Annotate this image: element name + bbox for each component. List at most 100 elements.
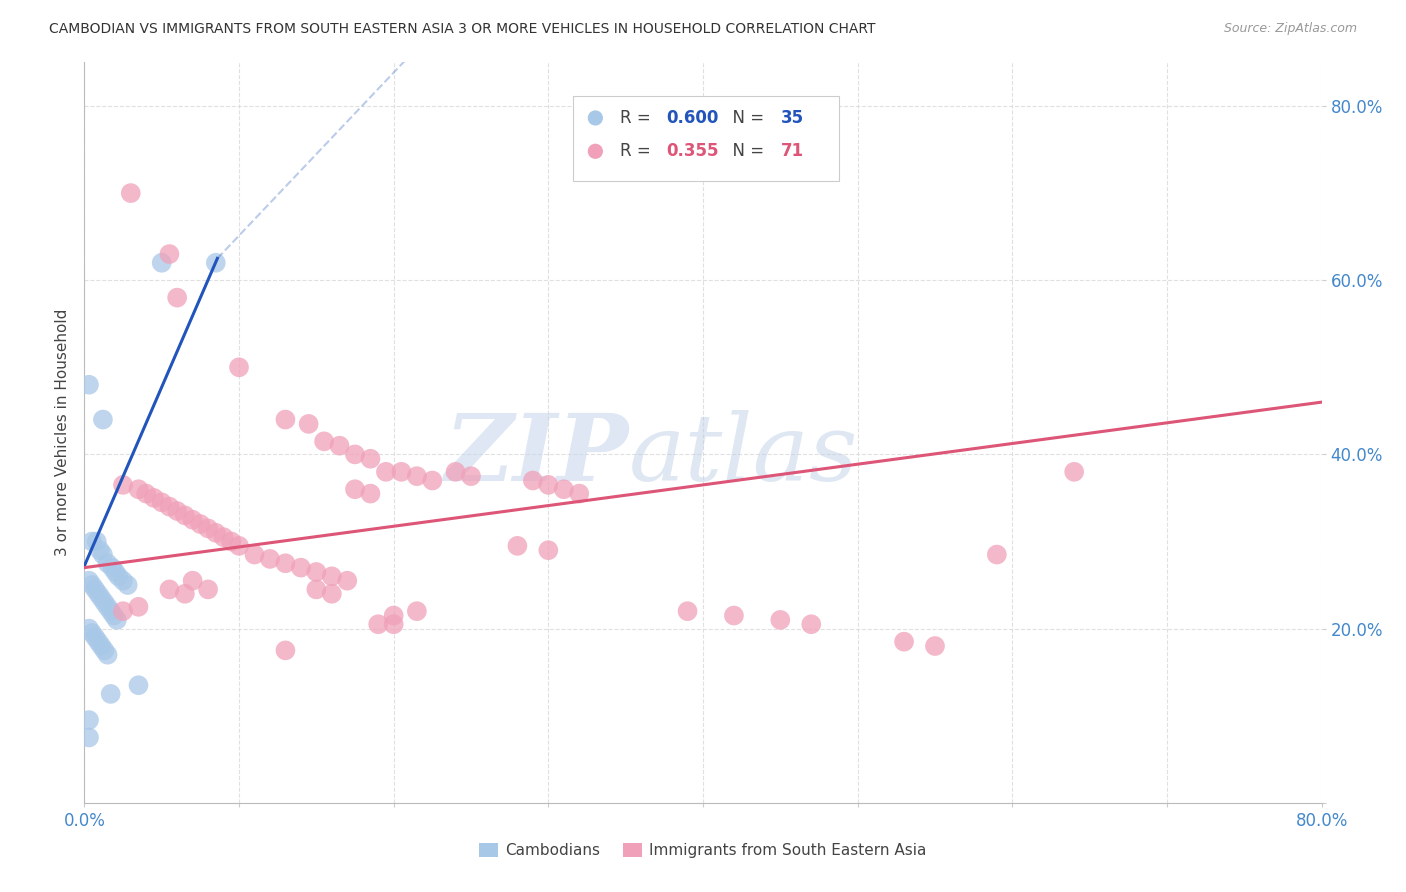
Point bbox=[150, 256, 173, 270]
Point bbox=[135, 486, 157, 500]
Point bbox=[77, 622, 100, 636]
Point bbox=[537, 478, 560, 492]
Y-axis label: 3 or more Vehicles in Household: 3 or more Vehicles in Household bbox=[55, 309, 70, 557]
Point bbox=[1063, 465, 1085, 479]
Point bbox=[367, 617, 389, 632]
Point bbox=[205, 256, 228, 270]
Point bbox=[87, 634, 110, 648]
Point bbox=[343, 447, 366, 461]
Point bbox=[127, 599, 149, 614]
Point bbox=[343, 482, 366, 496]
Point bbox=[112, 604, 135, 618]
Point bbox=[405, 469, 427, 483]
Point bbox=[84, 630, 107, 644]
Point bbox=[422, 474, 444, 488]
Point bbox=[103, 608, 125, 623]
Text: 35: 35 bbox=[780, 109, 804, 127]
Point bbox=[360, 486, 382, 500]
Point bbox=[212, 530, 235, 544]
Point bbox=[87, 587, 110, 601]
Point bbox=[96, 648, 118, 662]
Point bbox=[93, 595, 115, 609]
Point bbox=[274, 412, 297, 426]
Point bbox=[382, 608, 405, 623]
Point bbox=[86, 534, 108, 549]
Point bbox=[159, 500, 180, 514]
Point bbox=[77, 731, 100, 745]
Point bbox=[321, 569, 343, 583]
Point bbox=[274, 643, 297, 657]
Point bbox=[82, 534, 104, 549]
Point bbox=[336, 574, 359, 588]
Point bbox=[197, 582, 219, 597]
Text: N =: N = bbox=[721, 143, 769, 161]
Point bbox=[159, 247, 180, 261]
Point bbox=[537, 543, 560, 558]
Text: 0.600: 0.600 bbox=[666, 109, 718, 127]
Point bbox=[305, 582, 328, 597]
Text: CAMBODIAN VS IMMIGRANTS FROM SOUTH EASTERN ASIA 3 OR MORE VEHICLES IN HOUSEHOLD : CAMBODIAN VS IMMIGRANTS FROM SOUTH EASTE… bbox=[49, 22, 876, 37]
Point bbox=[723, 608, 745, 623]
Point bbox=[96, 556, 118, 570]
Point bbox=[219, 534, 242, 549]
Point bbox=[117, 578, 139, 592]
Point bbox=[100, 604, 122, 618]
Point bbox=[174, 508, 197, 523]
Point bbox=[769, 613, 792, 627]
Point bbox=[800, 617, 823, 632]
Text: ZIP: ZIP bbox=[444, 409, 628, 500]
Text: Source: ZipAtlas.com: Source: ZipAtlas.com bbox=[1223, 22, 1357, 36]
Point bbox=[389, 465, 413, 479]
Point bbox=[77, 574, 100, 588]
Point bbox=[159, 582, 180, 597]
Point bbox=[924, 639, 946, 653]
Text: N =: N = bbox=[721, 109, 769, 127]
Point bbox=[290, 560, 312, 574]
Point bbox=[105, 613, 128, 627]
Point bbox=[553, 482, 575, 496]
Point bbox=[104, 565, 127, 579]
Point bbox=[84, 582, 107, 597]
Point bbox=[89, 543, 111, 558]
Point bbox=[568, 486, 591, 500]
Point bbox=[382, 617, 405, 632]
Point bbox=[112, 478, 135, 492]
Point bbox=[312, 434, 335, 449]
Point bbox=[143, 491, 166, 505]
Point bbox=[986, 548, 1008, 562]
Point bbox=[82, 626, 104, 640]
Text: R =: R = bbox=[620, 143, 657, 161]
Point bbox=[181, 513, 204, 527]
Point bbox=[259, 552, 281, 566]
Point bbox=[101, 560, 124, 574]
Text: atlas: atlas bbox=[628, 409, 858, 500]
Point bbox=[228, 360, 250, 375]
Point bbox=[360, 451, 382, 466]
Point bbox=[82, 578, 104, 592]
Point bbox=[228, 539, 250, 553]
Point bbox=[174, 587, 197, 601]
Point bbox=[205, 525, 228, 540]
Point bbox=[711, 29, 734, 44]
Legend: Cambodians, Immigrants from South Eastern Asia: Cambodians, Immigrants from South Easter… bbox=[479, 843, 927, 858]
Point bbox=[90, 591, 112, 606]
Point bbox=[893, 634, 915, 648]
Point bbox=[150, 495, 173, 509]
Point bbox=[77, 713, 100, 727]
Point bbox=[96, 599, 118, 614]
Point bbox=[676, 604, 699, 618]
Point bbox=[274, 556, 297, 570]
Point bbox=[444, 465, 467, 479]
Text: 71: 71 bbox=[780, 143, 804, 161]
FancyBboxPatch shape bbox=[574, 95, 839, 181]
Point bbox=[93, 643, 115, 657]
Point bbox=[460, 469, 482, 483]
Point bbox=[711, 0, 734, 4]
Point bbox=[90, 639, 112, 653]
Point bbox=[120, 186, 142, 200]
Text: R =: R = bbox=[620, 109, 657, 127]
Point bbox=[405, 604, 427, 618]
Point bbox=[321, 587, 343, 601]
Point bbox=[243, 548, 266, 562]
Point bbox=[188, 517, 211, 532]
